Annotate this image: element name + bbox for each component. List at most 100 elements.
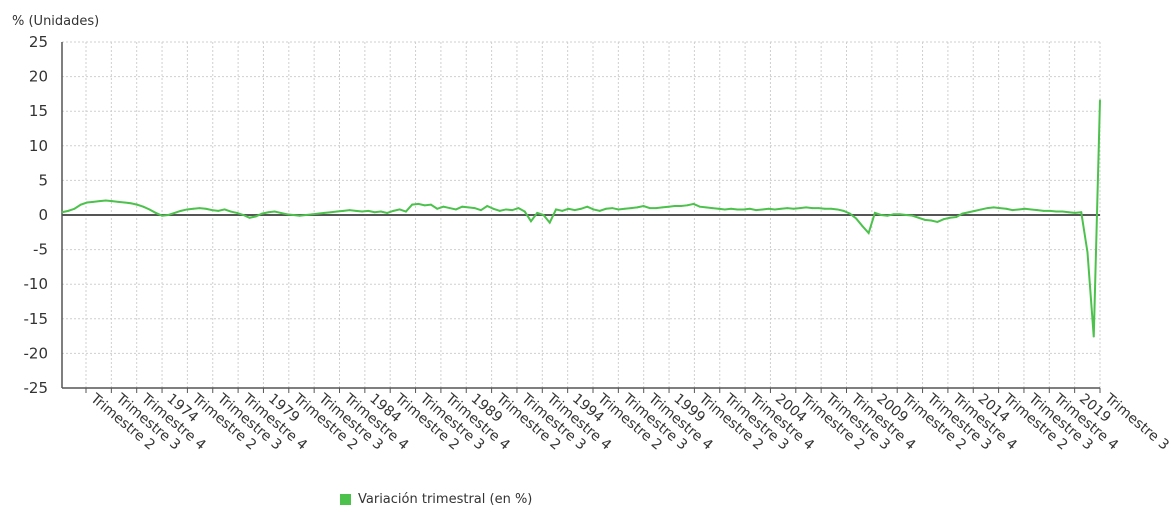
data-point	[354, 209, 357, 212]
data-point	[261, 212, 264, 215]
data-point	[880, 214, 883, 216]
y-tick-label: -10	[24, 275, 49, 293]
data-point	[811, 207, 814, 210]
data-point	[830, 207, 833, 210]
data-point	[617, 208, 620, 211]
data-point	[667, 205, 670, 208]
data-point	[523, 210, 526, 213]
data-point	[748, 207, 751, 210]
data-point	[842, 209, 845, 212]
data-point	[761, 208, 764, 211]
data-point	[511, 209, 514, 212]
y-tick-label: 20	[29, 68, 48, 86]
data-point	[1067, 211, 1070, 214]
data-point	[186, 208, 189, 211]
data-point	[1086, 251, 1089, 254]
data-point	[398, 208, 401, 211]
y-tick-label: -25	[24, 379, 49, 397]
data-point	[317, 212, 320, 215]
data-point	[242, 214, 245, 216]
data-point	[286, 213, 289, 216]
data-point	[942, 218, 945, 221]
data-point	[529, 220, 532, 223]
data-point	[967, 211, 970, 214]
data-point	[223, 208, 226, 211]
data-point	[136, 203, 139, 206]
data-point	[1080, 211, 1083, 214]
data-point	[311, 213, 314, 216]
data-point	[379, 210, 382, 213]
data-point	[373, 211, 376, 214]
data-point	[686, 204, 689, 207]
data-point	[1092, 335, 1095, 338]
data-point	[73, 207, 76, 210]
data-point	[298, 214, 301, 217]
data-point	[292, 214, 295, 216]
data-point	[848, 212, 851, 215]
data-point	[873, 211, 876, 214]
data-point	[805, 206, 808, 209]
data-point	[867, 231, 870, 234]
data-point	[129, 202, 132, 205]
data-point	[586, 205, 589, 208]
data-point	[1073, 211, 1076, 214]
y-axis-ticks: 25 20 15 10 5 0 -5 -10 -15 -20 -25	[24, 33, 49, 397]
data-point	[636, 206, 639, 209]
data-point	[730, 207, 733, 210]
data-point	[998, 207, 1001, 210]
data-point	[1055, 210, 1058, 213]
data-point	[548, 221, 551, 224]
data-point	[454, 208, 457, 211]
data-point	[855, 217, 858, 220]
legend[interactable]: Variación trimestral (en %)	[340, 492, 532, 507]
data-point	[948, 216, 951, 219]
data-point	[955, 216, 958, 219]
data-point	[861, 225, 864, 228]
data-point	[429, 203, 432, 206]
data-point	[836, 208, 839, 211]
data-point	[736, 208, 739, 211]
data-point	[961, 212, 964, 215]
data-point	[580, 207, 582, 210]
data-point	[723, 208, 726, 211]
data-point	[542, 214, 545, 216]
data-point	[923, 218, 926, 221]
data-point	[273, 210, 276, 213]
data-point	[154, 211, 157, 214]
data-point	[630, 207, 633, 210]
legend-swatch	[340, 494, 351, 505]
data-point	[1042, 209, 1045, 212]
data-point	[786, 207, 789, 210]
data-point	[367, 209, 370, 212]
y-tick-label: -15	[24, 310, 49, 328]
data-point	[329, 211, 332, 214]
data-point	[204, 207, 207, 210]
data-point	[336, 210, 339, 213]
y-tick-label: 10	[29, 137, 48, 155]
data-point	[123, 201, 126, 204]
data-point	[498, 209, 501, 212]
data-point	[492, 207, 495, 210]
data-point	[917, 216, 920, 219]
data-point	[423, 204, 426, 207]
data-point	[798, 207, 801, 210]
y-tick-label: 15	[29, 102, 48, 120]
data-point	[936, 220, 939, 223]
y-tick-label: 0	[38, 206, 48, 224]
data-point	[673, 205, 676, 208]
data-point	[1061, 210, 1064, 213]
data-point	[61, 211, 63, 214]
data-point	[386, 211, 389, 214]
data-point	[142, 205, 145, 208]
data-point	[404, 210, 407, 213]
data-point	[461, 205, 464, 208]
y-axis-title: % (Unidades)	[12, 14, 99, 29]
data-point	[86, 201, 89, 204]
data-point	[342, 209, 345, 212]
data-point	[1036, 209, 1039, 212]
data-point	[98, 200, 101, 203]
data-point	[780, 207, 783, 210]
data-point	[79, 203, 82, 206]
data-point	[898, 213, 901, 216]
